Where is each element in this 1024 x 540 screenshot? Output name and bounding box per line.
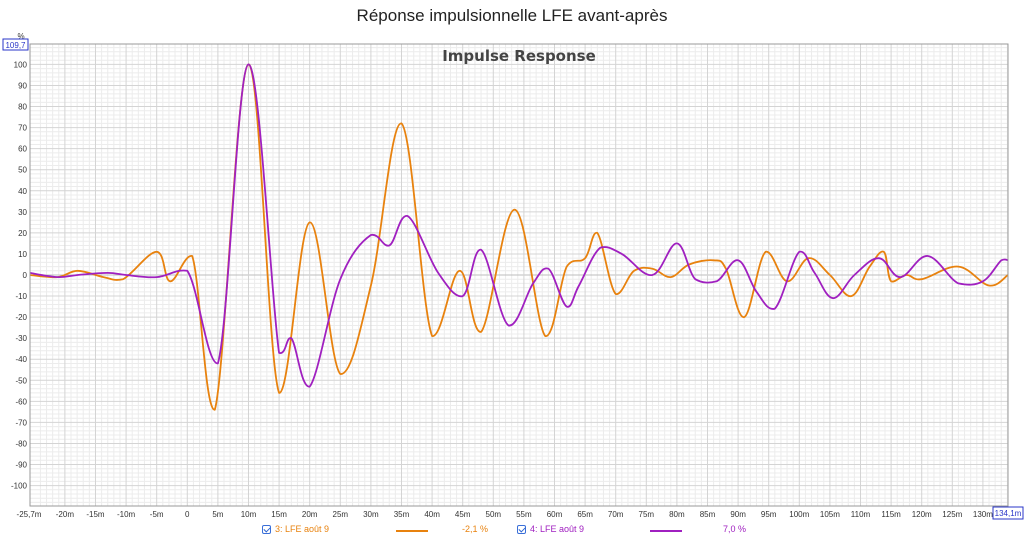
x-tick-label: 30m: [363, 510, 379, 519]
x-tick-label: 45m: [455, 510, 471, 519]
x-tick-label: 70m: [608, 510, 624, 519]
x-tick-label: 105m: [820, 510, 840, 519]
x-tick-label: 60m: [547, 510, 563, 519]
series-layer: [29, 63, 1009, 411]
y-axis-unit: %: [17, 32, 24, 41]
y-tick-label: 10: [18, 250, 27, 259]
x-tick-label: 55m: [516, 510, 532, 519]
series-3-readout: -2,1 %: [462, 524, 489, 534]
x-tick-label: 15m: [271, 510, 287, 519]
x-tick-label: 80m: [669, 510, 685, 519]
series-4-checkbox[interactable]: [517, 525, 526, 534]
series-line-3: [29, 63, 1009, 411]
x-tick-label: 75m: [639, 510, 655, 519]
y-top-value: 109,7: [5, 41, 26, 50]
y-tick-label: -100: [11, 482, 28, 491]
y-tick-label: 60: [18, 145, 27, 154]
y-tick-label: 30: [18, 208, 27, 217]
x-tick-label: 115m: [881, 510, 901, 519]
x-tick-label: 35m: [394, 510, 410, 519]
x-tick-label: 65m: [577, 510, 593, 519]
x-tick-label: 125m: [942, 510, 962, 519]
series-line-4: [29, 63, 1009, 388]
x-tick-label: -15m: [86, 510, 105, 519]
y-tick-label: -50: [15, 376, 27, 385]
series-3-name: 3: LFE août 9: [275, 524, 330, 534]
x-tick-label: 90m: [730, 510, 746, 519]
y-tick-label: -90: [15, 461, 27, 470]
x-tick-label: 40m: [424, 510, 440, 519]
y-tick-label: -10: [15, 292, 27, 301]
y-top-value-box[interactable]: 109,7: [2, 38, 29, 51]
chart-title: Impulse Response: [442, 47, 596, 65]
x-end-value: 134,1m: [995, 509, 1022, 518]
y-tick-label: 80: [18, 103, 27, 112]
legend: 3: LFE août 9 -2,1 % 4: LFE août 9 7,0 %: [0, 522, 1024, 540]
y-tick-label: 100: [14, 60, 28, 69]
y-tick-label: -60: [15, 397, 27, 406]
x-tick-label: 85m: [700, 510, 716, 519]
x-tick-label: 110m: [851, 510, 871, 519]
y-tick-label: 40: [18, 187, 27, 196]
x-tick-label: -5m: [150, 510, 164, 519]
y-tick-label: -30: [15, 334, 27, 343]
y-tick-label: -80: [15, 439, 27, 448]
x-tick-label: 50m: [486, 510, 502, 519]
x-start-label: -25,7m: [17, 510, 42, 519]
series-4-name: 4: LFE août 9: [530, 524, 585, 534]
x-tick-label: -10m: [117, 510, 136, 519]
y-tick-label: 50: [18, 166, 27, 175]
x-end-value-box[interactable]: 134,1m: [992, 506, 1024, 520]
x-tick-label: 130m: [973, 510, 993, 519]
x-tick-label: 0: [185, 510, 190, 519]
series-3-checkbox[interactable]: [262, 525, 271, 534]
x-tick-label: -20m: [56, 510, 75, 519]
y-tick-label: -20: [15, 313, 27, 322]
x-tick-label: 120m: [912, 510, 932, 519]
y-tick-label: 90: [18, 81, 27, 90]
series-4-readout: 7,0 %: [723, 524, 747, 534]
x-tick-label: 20m: [302, 510, 318, 519]
plot-border: [29, 43, 1009, 507]
window-title: Réponse impulsionnelle LFE avant-après: [356, 6, 668, 25]
y-tick-label: -40: [15, 355, 27, 364]
x-tick-labels: -20m -15m -10m -5m 0 5m 10m 15m 20m 25m 30m 35m 40m 4…: [56, 510, 993, 519]
y-tick-label: 70: [18, 124, 27, 133]
series-3-line-swatch: [396, 530, 428, 532]
y-tick-label: 0: [23, 271, 28, 280]
y-tick-label: -70: [15, 418, 27, 427]
x-tick-label: 5m: [212, 510, 223, 519]
x-tick-label: 10m: [241, 510, 257, 519]
y-tick-label: 20: [18, 229, 27, 238]
x-tick-label: 25m: [333, 510, 349, 519]
series-4-line-swatch: [650, 530, 682, 532]
x-tick-label: 95m: [761, 510, 777, 519]
x-tick-label: 100m: [789, 510, 809, 519]
y-tick-labels: 1009080706050403020100-10-20-30-40-50-60…: [11, 60, 28, 490]
